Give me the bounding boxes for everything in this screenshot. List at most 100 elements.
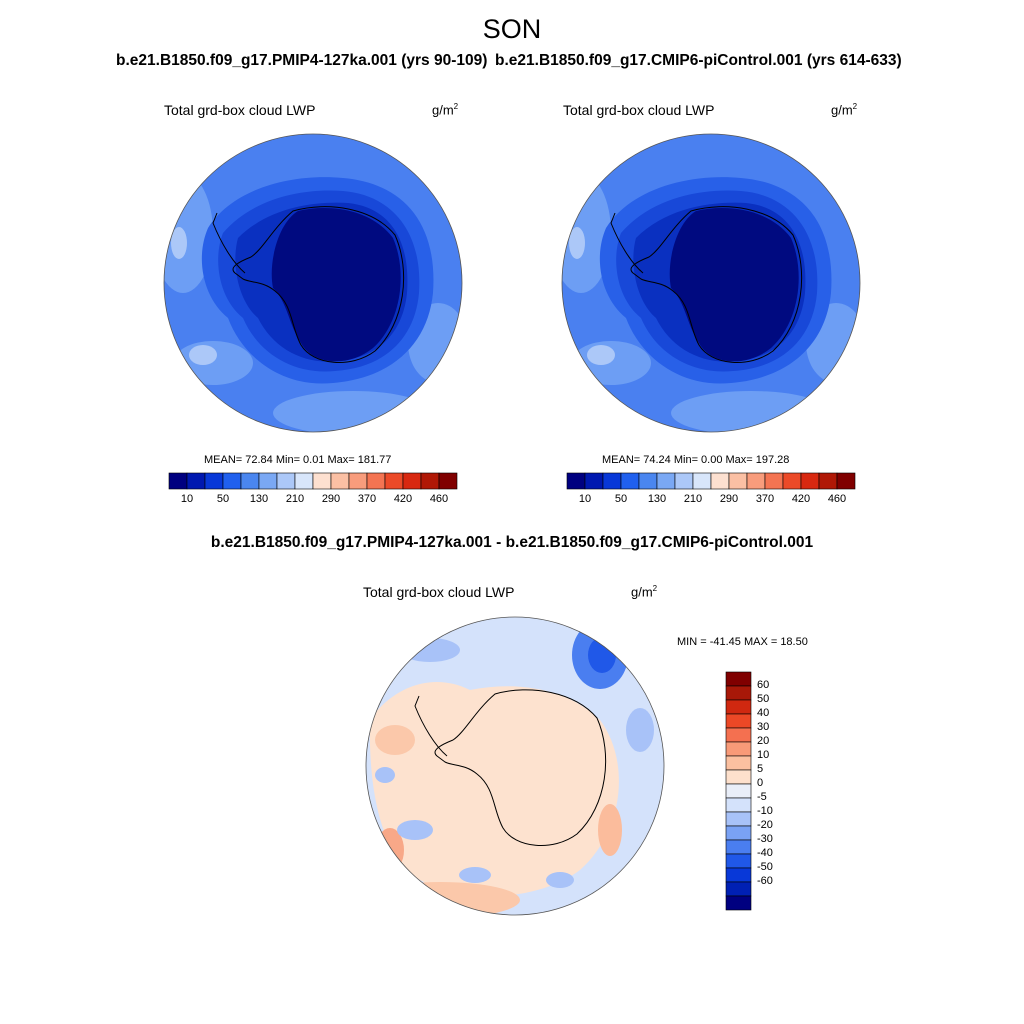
diff-colorbar-swatch bbox=[725, 867, 752, 883]
diff-colorbar-tick-label: 50 bbox=[757, 693, 770, 705]
right-colorbar-swatch bbox=[692, 472, 712, 490]
diff-colorbar-swatch bbox=[725, 881, 752, 897]
right-colorbar-swatch bbox=[602, 472, 622, 490]
right-colorbar-tick-label: 370 bbox=[755, 493, 775, 505]
right-colorbar-swatch bbox=[782, 472, 802, 490]
diff-unit-label: g/m2 bbox=[631, 584, 658, 600]
left-colorbar-tick-label: 130 bbox=[249, 493, 269, 505]
diff-colorbar-swatch bbox=[725, 895, 752, 911]
right-colorbar-swatch bbox=[818, 472, 838, 490]
diff-variable-label: Total grd-box cloud LWP bbox=[363, 584, 515, 600]
left-variable-label: Total grd-box cloud LWP bbox=[164, 102, 316, 118]
left-colorbar-swatch bbox=[366, 472, 386, 490]
left-colorbar-swatch bbox=[438, 472, 458, 490]
diff-colorbar-swatch bbox=[725, 825, 752, 841]
diff-colorbar-tick-label: 30 bbox=[757, 721, 770, 733]
right-colorbar-swatch bbox=[620, 472, 640, 490]
diff-colorbar-tick-label: 20 bbox=[757, 735, 770, 747]
left-colorbar-swatch bbox=[258, 472, 278, 490]
diff-colorbar bbox=[725, 671, 752, 911]
left-colorbar-tick-label: 50 bbox=[216, 493, 230, 505]
diff-colorbar-tick-label: 10 bbox=[757, 749, 770, 761]
left-colorbar-swatch bbox=[330, 472, 350, 490]
diff-colorbar-tick-label: -20 bbox=[757, 819, 773, 831]
left-colorbar-swatch bbox=[348, 472, 368, 490]
diff-colorbar-swatch bbox=[725, 797, 752, 813]
left-colorbar-tick-label: 10 bbox=[180, 493, 194, 505]
right-colorbar-swatch bbox=[710, 472, 730, 490]
season-title: SON bbox=[482, 14, 542, 44]
right-colorbar-swatch bbox=[746, 472, 766, 490]
right-variable-label: Total grd-box cloud LWP bbox=[563, 102, 715, 118]
left-colorbar-tick-label: 370 bbox=[357, 493, 377, 505]
right-colorbar-tick-label: 130 bbox=[647, 493, 667, 505]
diff-colorbar-swatch bbox=[725, 699, 752, 715]
right-case-title: b.e21.B1850.f09_g17.CMIP6-piControl.001 … bbox=[495, 52, 902, 69]
diff-map-border bbox=[365, 616, 665, 916]
left-colorbar-swatch bbox=[240, 472, 260, 490]
diff-map bbox=[366, 617, 664, 915]
right-colorbar-swatch bbox=[656, 472, 676, 490]
right-colorbar-swatch bbox=[728, 472, 748, 490]
left-colorbar-tick-label: 460 bbox=[429, 493, 449, 505]
diff-colorbar-tick-label: -60 bbox=[757, 875, 773, 887]
right-colorbar-swatch bbox=[800, 472, 820, 490]
right-colorbar-tick-label: 10 bbox=[578, 493, 592, 505]
left-colorbar-swatch bbox=[168, 472, 188, 490]
left-colorbar-swatch bbox=[294, 472, 314, 490]
diff-case-title: b.e21.B1850.f09_g17.PMIP4-127ka.001 - b.… bbox=[210, 534, 814, 551]
left-colorbar bbox=[168, 472, 458, 490]
left-colorbar-swatch bbox=[186, 472, 206, 490]
right-colorbar-tick-label: 460 bbox=[827, 493, 847, 505]
left-colorbar-swatch bbox=[312, 472, 332, 490]
left-colorbar-tick-label: 290 bbox=[321, 493, 341, 505]
right-colorbar-swatch bbox=[638, 472, 658, 490]
left-colorbar-swatch bbox=[204, 472, 224, 490]
diff-colorbar-swatch bbox=[725, 685, 752, 701]
left-map-border bbox=[163, 133, 463, 433]
left-colorbar-tick-label: 420 bbox=[393, 493, 413, 505]
diff-colorbar-swatch bbox=[725, 853, 752, 869]
right-colorbar-tick-label: 290 bbox=[719, 493, 739, 505]
left-case-title: b.e21.B1850.f09_g17.PMIP4-127ka.001 (yrs… bbox=[116, 52, 488, 69]
left-colorbar-tick-label: 210 bbox=[285, 493, 305, 505]
diff-colorbar-tick-label: -10 bbox=[757, 805, 773, 817]
diff-colorbar-swatch bbox=[725, 783, 752, 799]
right-colorbar-swatch bbox=[836, 472, 856, 490]
left-map bbox=[164, 134, 462, 432]
left-colorbar-swatch bbox=[276, 472, 296, 490]
diff-colorbar-swatch bbox=[725, 671, 752, 687]
left-unit-label: g/m2 bbox=[432, 102, 459, 118]
diff-colorbar-tick-label: 60 bbox=[757, 679, 770, 691]
diff-colorbar-swatch bbox=[725, 713, 752, 729]
left-colorbar-swatch bbox=[384, 472, 404, 490]
right-colorbar-tick-label: 420 bbox=[791, 493, 811, 505]
right-unit-label: g/m2 bbox=[831, 102, 858, 118]
left-colorbar-swatch bbox=[420, 472, 440, 490]
diff-colorbar-tick-label: -40 bbox=[757, 847, 773, 859]
right-colorbar-swatch bbox=[566, 472, 586, 490]
diff-colorbar-tick-label: -30 bbox=[757, 833, 773, 845]
left-colorbar-swatch bbox=[222, 472, 242, 490]
diff-colorbar-tick-label: 0 bbox=[757, 777, 764, 789]
right-colorbar-tick-label: 210 bbox=[683, 493, 703, 505]
right-map-border bbox=[561, 133, 861, 433]
diff-colorbar-swatch bbox=[725, 811, 752, 827]
diff-colorbar-swatch bbox=[725, 839, 752, 855]
diff-colorbar-tick-label: -50 bbox=[757, 861, 773, 873]
right-stats: MEAN= 74.24 Min= 0.00 Max= 197.28 bbox=[602, 454, 790, 466]
diff-colorbar-swatch bbox=[725, 741, 752, 757]
left-stats: MEAN= 72.84 Min= 0.01 Max= 181.77 bbox=[204, 454, 392, 466]
diff-colorbar-tick-label: 40 bbox=[757, 707, 770, 719]
diff-colorbar-tick-label: -5 bbox=[757, 791, 767, 803]
diff-stats: MIN = -41.45 MAX = 18.50 bbox=[677, 636, 808, 648]
right-colorbar-swatch bbox=[674, 472, 694, 490]
right-map bbox=[562, 134, 860, 432]
left-colorbar-swatch bbox=[402, 472, 422, 490]
right-colorbar-swatch bbox=[764, 472, 784, 490]
diff-colorbar-tick-label: 5 bbox=[757, 763, 764, 775]
right-colorbar bbox=[566, 472, 856, 490]
right-colorbar-tick-label: 50 bbox=[614, 493, 628, 505]
diff-colorbar-swatch bbox=[725, 755, 752, 771]
diff-colorbar-swatch bbox=[725, 769, 752, 785]
